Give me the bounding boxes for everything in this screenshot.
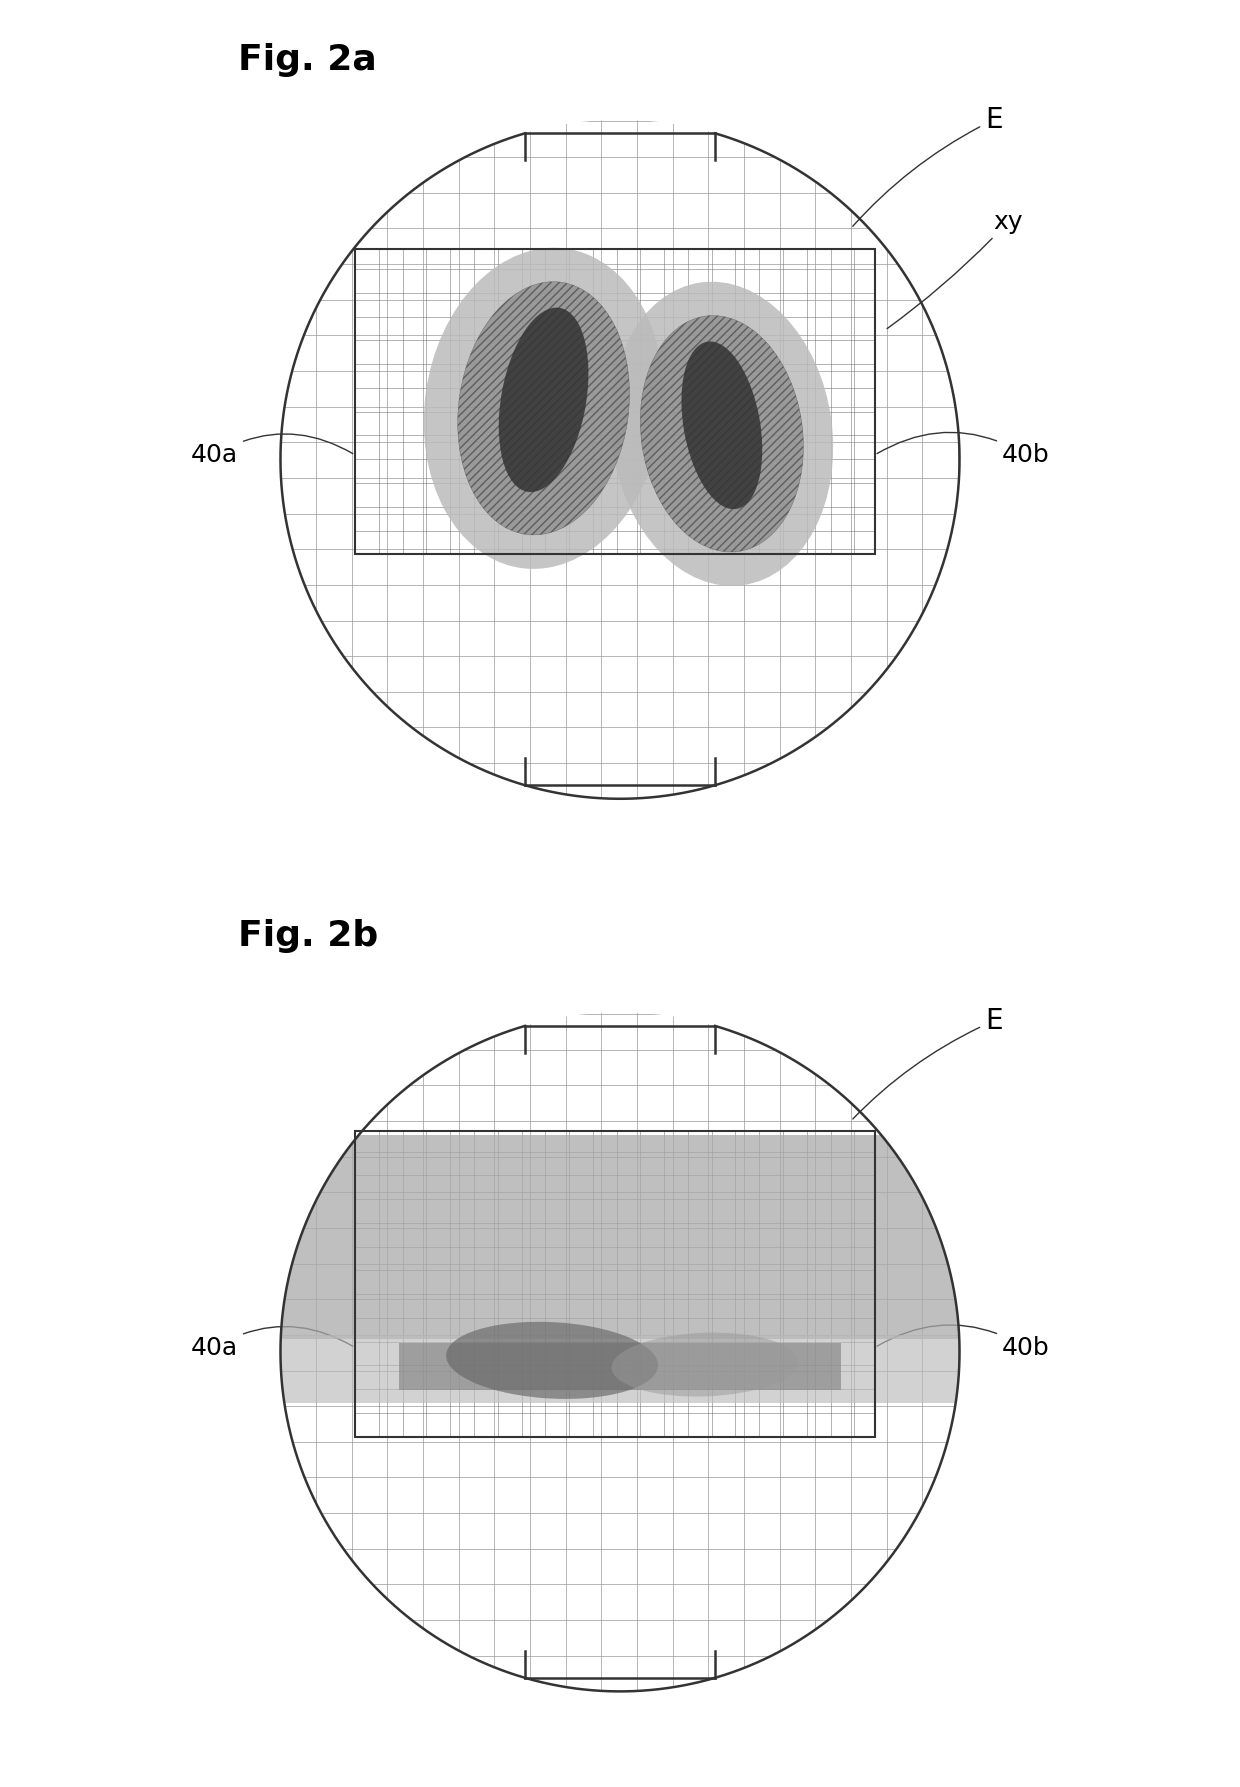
- Ellipse shape: [424, 248, 663, 568]
- Ellipse shape: [682, 341, 763, 509]
- Text: Fig. 2b: Fig. 2b: [238, 919, 378, 952]
- Text: Fig. 2a: Fig. 2a: [238, 43, 377, 77]
- Text: 40a: 40a: [191, 434, 352, 466]
- Bar: [355, 1131, 874, 1437]
- Text: E: E: [853, 1006, 1003, 1119]
- Circle shape: [280, 1011, 960, 1691]
- Bar: [355, 248, 874, 554]
- Ellipse shape: [611, 1333, 799, 1397]
- Bar: [280, 1135, 960, 1338]
- Ellipse shape: [610, 282, 833, 586]
- Text: 40a: 40a: [191, 1326, 352, 1360]
- Ellipse shape: [498, 307, 589, 491]
- Ellipse shape: [640, 316, 804, 552]
- Text: 40b: 40b: [877, 1324, 1050, 1360]
- Bar: [399, 1344, 841, 1390]
- Ellipse shape: [446, 1322, 658, 1399]
- Text: E: E: [853, 105, 1003, 227]
- Text: xy: xy: [887, 209, 1023, 329]
- Bar: [280, 1335, 960, 1403]
- Ellipse shape: [458, 282, 630, 534]
- Text: 40b: 40b: [877, 432, 1050, 466]
- Circle shape: [280, 120, 960, 799]
